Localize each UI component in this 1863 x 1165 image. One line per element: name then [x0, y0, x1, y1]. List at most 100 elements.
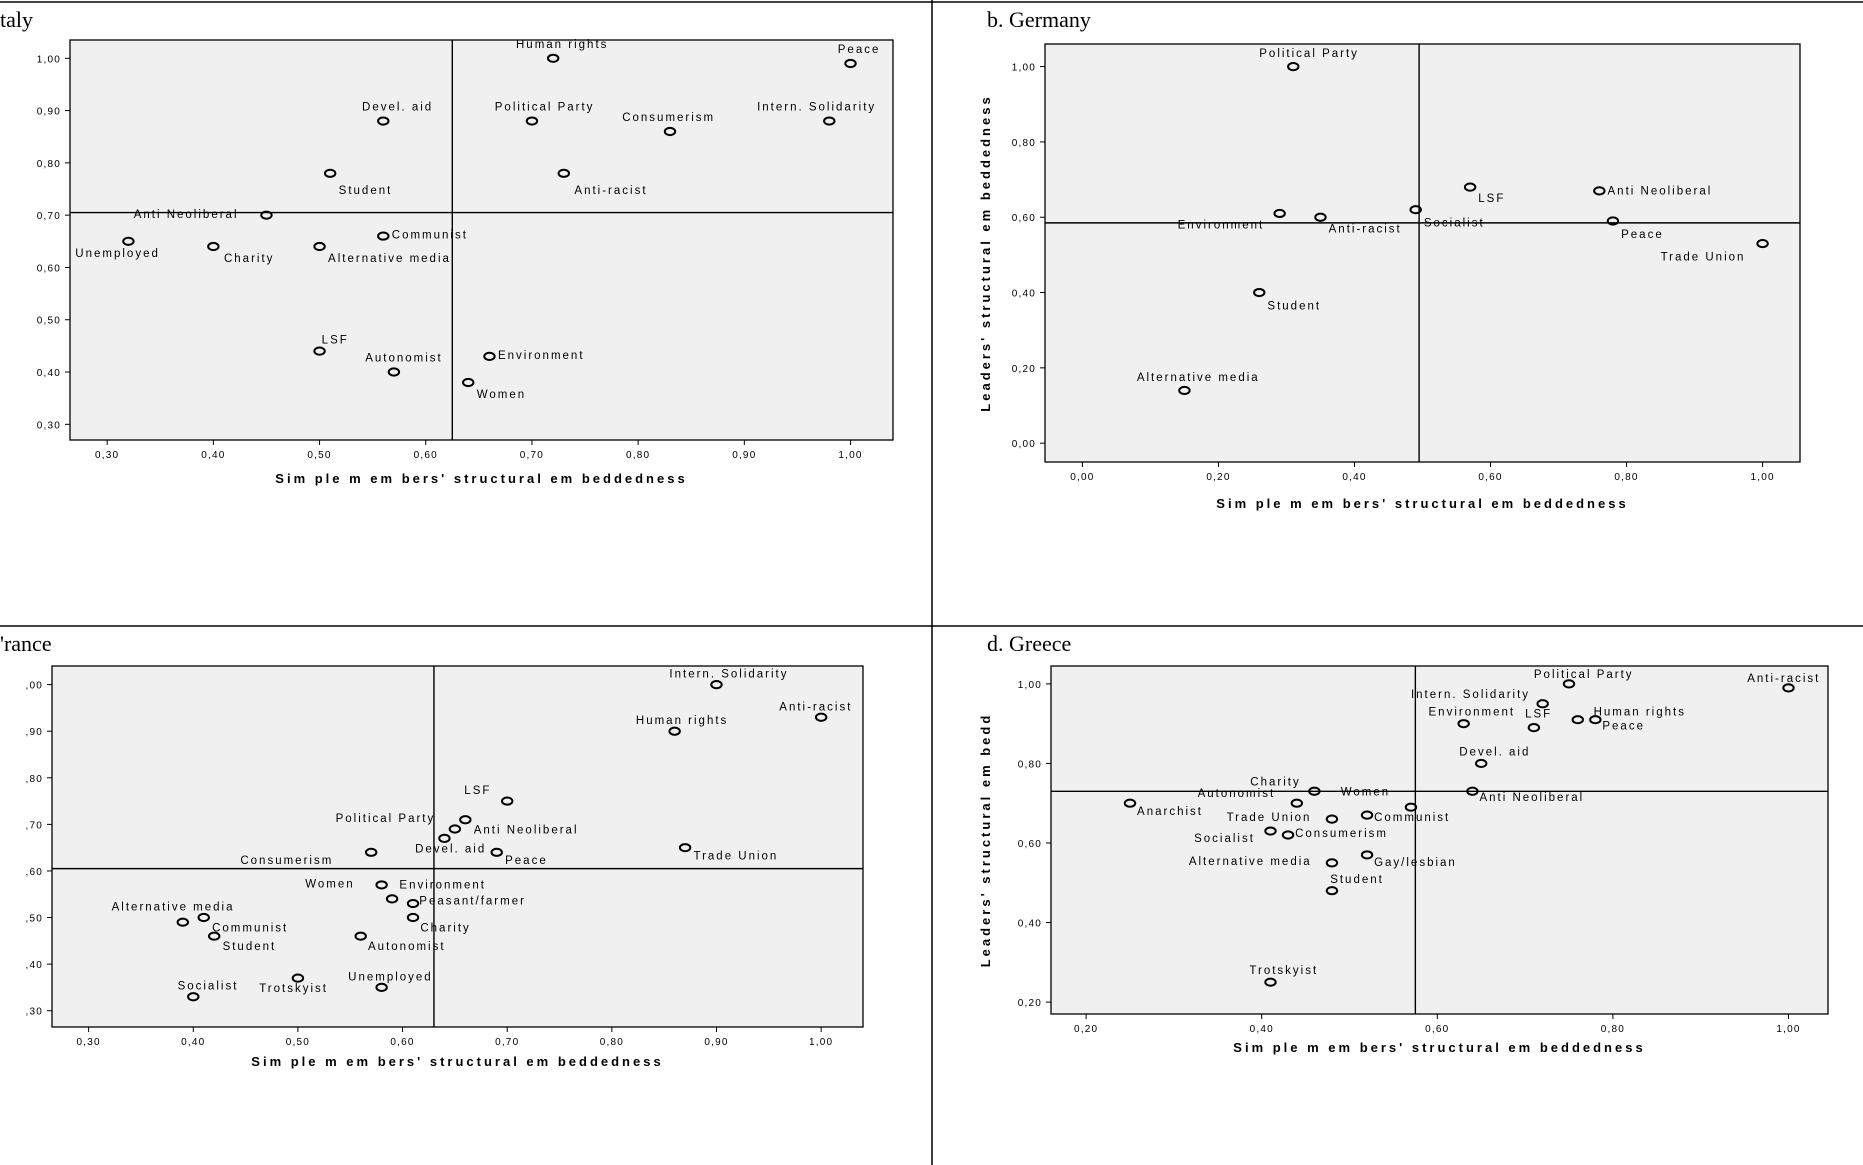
- data-point: [1360, 850, 1374, 860]
- plot-area: [1044, 43, 1801, 463]
- x-tick-label: 0,80: [1614, 472, 1638, 483]
- data-point: [313, 241, 326, 252]
- point-label: Intern. Solidarity: [757, 102, 876, 114]
- data-point: [208, 931, 221, 941]
- point-label: Socialist: [178, 981, 239, 993]
- data-point: [1409, 205, 1422, 215]
- point-label: Student: [1267, 300, 1321, 312]
- x-tick-label: 0,70: [495, 1037, 519, 1048]
- y-tick-label: 0,30: [37, 420, 61, 431]
- data-point: [1325, 886, 1339, 896]
- plot-area: [51, 665, 864, 1028]
- data-point: [406, 912, 420, 923]
- point-label: Political Party: [336, 813, 436, 825]
- x-axis-label: Sim ple m em bers' structural em beddedn…: [1233, 1040, 1645, 1055]
- y-tick-label: 0,20: [1018, 998, 1042, 1009]
- point-label: Anti Neoliberal: [134, 209, 239, 221]
- y-tick-label: 0,40: [37, 368, 61, 379]
- point-label: Environment: [399, 880, 486, 892]
- y-tick-label: ,70: [25, 820, 43, 831]
- point-label: Alternative media: [112, 902, 235, 914]
- point-label: Charity: [420, 923, 470, 935]
- point-label: Autonomist: [1198, 788, 1276, 800]
- y-tick-label: 0,40: [1018, 919, 1042, 930]
- point-label: Student: [223, 941, 277, 953]
- x-tick-label: 0,40: [181, 1037, 205, 1048]
- data-point: [1308, 786, 1321, 796]
- data-point: [375, 982, 388, 993]
- data-point: [377, 231, 390, 241]
- x-tick-label: 0,80: [626, 450, 650, 461]
- point-label: Communist: [1374, 812, 1450, 824]
- point-label: Human rights: [516, 39, 608, 51]
- point-label: Charity: [1250, 776, 1300, 788]
- y-tick-label: ,00: [25, 681, 43, 692]
- data-point: [1273, 208, 1286, 219]
- point-label: Trade Union: [1227, 812, 1312, 824]
- x-axis-label: Sim ple m em bers' structural em beddedn…: [1216, 496, 1628, 511]
- x-tick-label: 0,40: [1250, 1024, 1274, 1035]
- point-label: Human rights: [1594, 707, 1686, 719]
- scatter-panel-2: b. Germany 0,00 0,20 0,40 0,60 0,80 1,00 0,00 0,…: [978, 7, 1801, 511]
- y-tick-label: ,30: [25, 1007, 43, 1018]
- data-point: [1253, 287, 1266, 298]
- data-point: [448, 824, 462, 834]
- point-label: Peasant/farmer: [419, 895, 526, 907]
- point-label: Women: [1341, 786, 1390, 798]
- point-label: Socialist: [1194, 833, 1255, 845]
- point-label: Trotskyist: [259, 983, 328, 995]
- x-tick-label: 1,00: [838, 450, 862, 461]
- x-tick-label: 0,00: [1070, 472, 1094, 483]
- point-label: LSF: [1478, 193, 1505, 205]
- data-point: [490, 847, 503, 857]
- data-point: [525, 116, 539, 126]
- data-point: [387, 367, 401, 377]
- point-label: Consumerism: [1295, 828, 1388, 840]
- data-point: [1264, 977, 1277, 987]
- point-label: Gay/lesbian: [1374, 857, 1457, 869]
- data-point: [1463, 182, 1477, 192]
- point-label: Unemployed: [348, 971, 433, 983]
- point-label: Political Party: [1259, 48, 1359, 60]
- data-point: [187, 992, 200, 1002]
- data-point: [1281, 830, 1295, 840]
- x-tick-label: 0,80: [1601, 1024, 1625, 1035]
- x-tick-label: 0,30: [76, 1037, 100, 1048]
- data-point: [1290, 798, 1304, 808]
- data-point: [678, 843, 692, 853]
- data-point: [501, 796, 514, 806]
- data-point: [1325, 814, 1339, 824]
- point-label: Political Party: [495, 102, 595, 114]
- y-axis-label: Leaders' structural em bedd: [978, 713, 993, 968]
- point-label: LSF: [322, 334, 349, 346]
- y-tick-label: ,40: [25, 960, 43, 971]
- point-label: Anti-racist: [574, 185, 647, 197]
- data-point: [1264, 826, 1277, 836]
- data-point: [546, 53, 560, 63]
- x-tick-label: 0,50: [307, 450, 331, 461]
- data-point: [1457, 719, 1470, 729]
- data-point: [197, 912, 210, 923]
- y-tick-label: 0,40: [1012, 289, 1036, 300]
- y-tick-label: 0,80: [1012, 138, 1036, 149]
- point-label: Communist: [212, 923, 288, 935]
- y-tick-label: 1,00: [1012, 63, 1036, 74]
- data-point: [1589, 715, 1602, 725]
- point-label: Devel. aid: [362, 102, 433, 114]
- data-point: [1287, 61, 1300, 72]
- plots-layer: taly 0,30 0,40 0,50 0,60 0,70 0,80 0,90 1,00 0,30…: [0, 7, 1829, 1069]
- x-tick-label: 0,60: [1425, 1024, 1449, 1035]
- y-tick-label: 0,60: [1012, 213, 1036, 224]
- data-point: [814, 712, 828, 722]
- data-point: [668, 726, 681, 736]
- data-point: [260, 210, 273, 220]
- point-label: Communist: [392, 230, 468, 242]
- data-point: [1593, 186, 1606, 196]
- point-label: Alternative media: [1189, 856, 1312, 868]
- y-tick-label: 0,50: [37, 316, 61, 327]
- data-point: [207, 241, 220, 252]
- point-label: Anti Neoliberal: [1479, 792, 1584, 804]
- y-tick-label: ,90: [25, 727, 43, 738]
